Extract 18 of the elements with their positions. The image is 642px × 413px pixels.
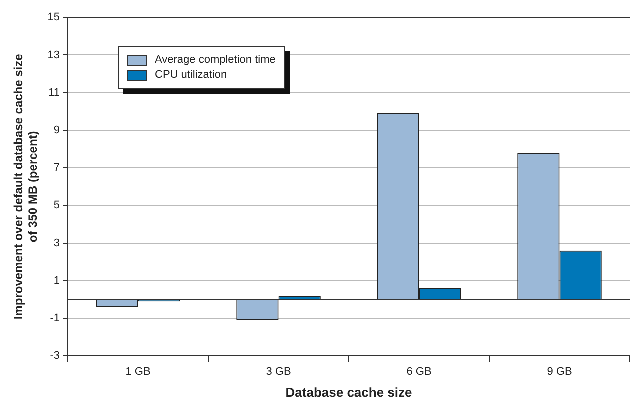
y-tick-label: 9 [54,124,60,136]
x-tick-label: 3 GB [266,366,292,378]
legend-label: CPU utilization [155,69,228,81]
y-axis-title: Improvement over default database cache size of 350 MB (percent) [12,54,40,320]
y-tick-label: 15 [48,12,60,24]
x-tick-label: 1 GB [126,366,151,378]
y-tick-label: -1 [50,312,60,325]
y-tick-label: 13 [48,49,60,62]
y-tick-label: 5 [54,200,60,212]
y-tick-label: 11 [48,86,60,99]
y-tick-label: 1 [54,274,60,287]
y-tick-label: 7 [54,162,60,174]
y-tick-label: 3 [54,237,60,250]
y-tick-label: -3 [50,350,60,362]
x-tick-label: 6 GB [406,366,432,378]
legend-label: Average completion time [155,54,276,66]
x-tick-label: 9 GB [547,366,572,378]
x-axis-title: Database cache size [286,384,412,400]
